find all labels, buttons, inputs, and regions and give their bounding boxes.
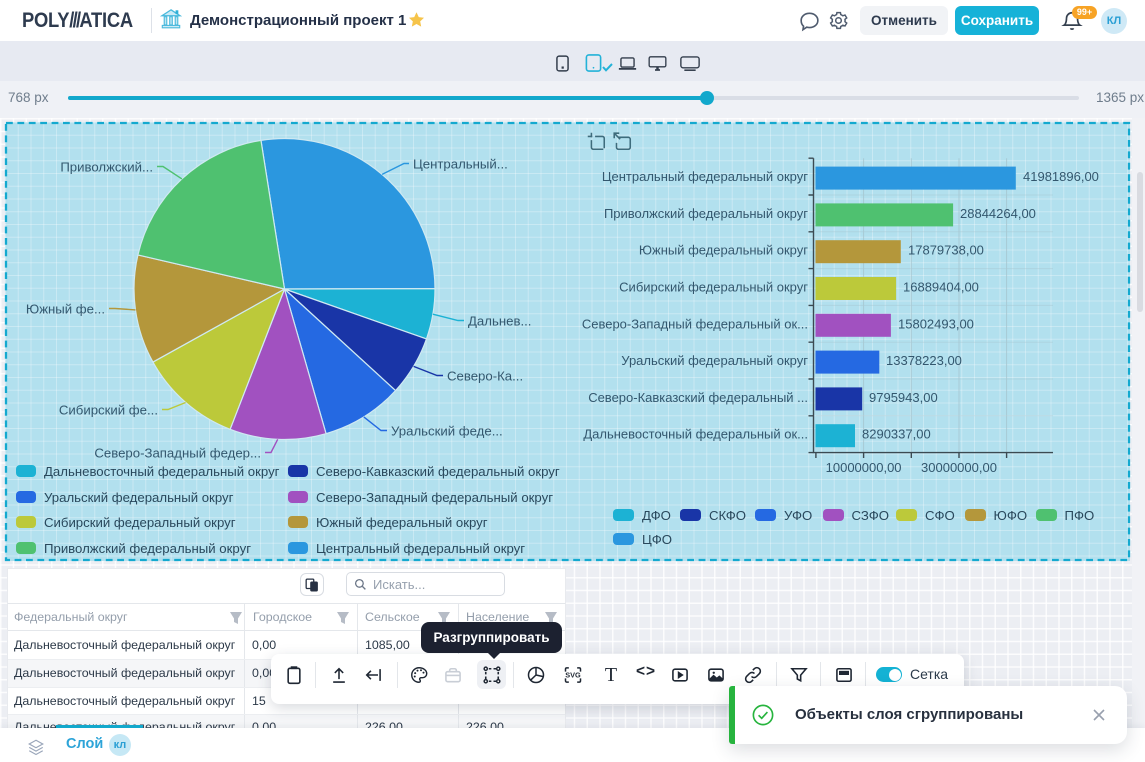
svg-text:28844264,00: 28844264,00 — [960, 206, 1036, 221]
svg-text:17879738,00: 17879738,00 — [908, 243, 984, 258]
svg-text:Южный федеральный округ: Южный федеральный округ — [639, 243, 808, 258]
svg-text:SVG: SVG — [565, 671, 581, 680]
svg-text:8290337,00: 8290337,00 — [862, 427, 931, 442]
svg-text:Сибирский федеральный округ: Сибирский федеральный округ — [619, 280, 808, 295]
svg-text:Южный фе...: Южный фе... — [26, 302, 105, 317]
svg-text:16889404,00: 16889404,00 — [903, 280, 979, 295]
svg-text:41981896,00: 41981896,00 — [1023, 169, 1099, 184]
svg-text:Сибирский фе...: Сибирский фе... — [59, 403, 158, 418]
svg-text:Дальнев...: Дальнев... — [468, 314, 531, 329]
svg-text:Северо-Западный федеральный ок: Северо-Западный федеральный ок... — [582, 316, 808, 331]
svg-text:Центральный федеральный округ: Центральный федеральный округ — [602, 169, 808, 184]
svg-text:Центральный...: Центральный... — [413, 157, 508, 172]
svg-text:Северо-Ка...: Северо-Ка... — [447, 369, 523, 384]
svg-text:Приволжский...: Приволжский... — [60, 160, 153, 175]
svg-text:Приволжский федеральный округ: Приволжский федеральный округ — [604, 206, 808, 221]
svg-text:9795943,00: 9795943,00 — [869, 390, 938, 405]
svg-text:15802493,00: 15802493,00 — [898, 316, 974, 331]
svg-text:Дальневосточный федеральный ок: Дальневосточный федеральный ок... — [583, 427, 808, 442]
svg-text:10000000,00: 10000000,00 — [826, 460, 902, 475]
svg-text:Уральский феде...: Уральский феде... — [391, 424, 503, 439]
svg-text:Северо-Западный федер...: Северо-Западный федер... — [94, 446, 261, 461]
svg-text:Северо-Кавказский федеральный: Северо-Кавказский федеральный ... — [588, 390, 808, 405]
svg-text:13378223,00: 13378223,00 — [886, 353, 962, 368]
svg-text:30000000,00: 30000000,00 — [921, 460, 997, 475]
svg-text:Уральский федеральный округ: Уральский федеральный округ — [621, 353, 808, 368]
